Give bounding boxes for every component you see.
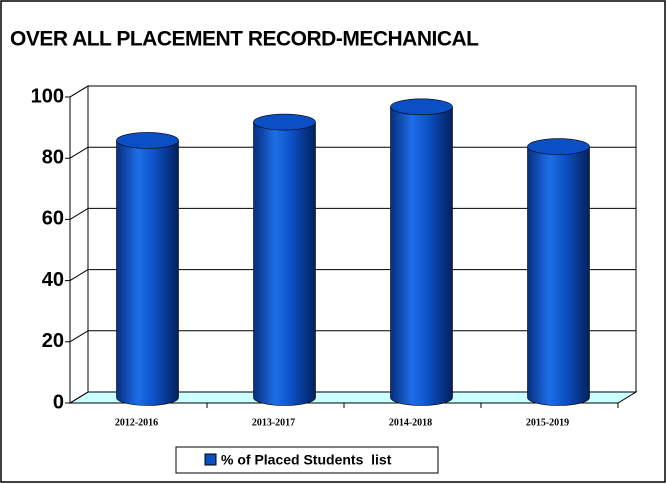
bar xyxy=(390,106,453,398)
bar-base xyxy=(116,397,179,406)
x-tick-label: 2014-2018 xyxy=(389,417,432,428)
grid-line xyxy=(69,85,89,98)
bar-top xyxy=(253,113,316,131)
bar-base xyxy=(253,397,316,406)
grid-line xyxy=(69,330,89,343)
chart-title: OVER ALL PLACEMENT RECORD-MECHANICAL xyxy=(10,28,479,51)
y-tick-label: 80 xyxy=(42,146,64,168)
grid-line xyxy=(69,269,89,282)
y-tick-label: 100 xyxy=(31,85,64,107)
bar-top xyxy=(116,132,179,149)
y-tick-label: 40 xyxy=(42,269,64,291)
bar xyxy=(253,122,316,398)
legend xyxy=(175,446,439,474)
side-wall xyxy=(69,85,89,404)
x-tick-label: 2015-2019 xyxy=(526,417,569,428)
bar-base xyxy=(527,397,590,406)
bar xyxy=(527,146,590,398)
bar-top xyxy=(390,98,453,116)
x-tick-label: 2013-2017 xyxy=(252,417,295,428)
legend-swatch xyxy=(204,453,217,466)
legend-label: % of Placed Students list xyxy=(221,452,392,468)
grid-line xyxy=(69,146,89,159)
y-tick-label: 60 xyxy=(42,208,64,230)
bar-base xyxy=(390,397,453,406)
grid-line xyxy=(69,391,89,404)
x-tick-label: 2012-2016 xyxy=(115,417,158,428)
bar xyxy=(116,140,179,398)
y-tick-label: 20 xyxy=(42,330,64,352)
plot-area: 0 20 40 60 80 100 2012-2016 2013-2017 2014-2018 2… xyxy=(31,85,638,428)
bar-top xyxy=(527,138,590,155)
grid-line xyxy=(69,207,89,220)
y-tick-label: 0 xyxy=(53,391,64,413)
